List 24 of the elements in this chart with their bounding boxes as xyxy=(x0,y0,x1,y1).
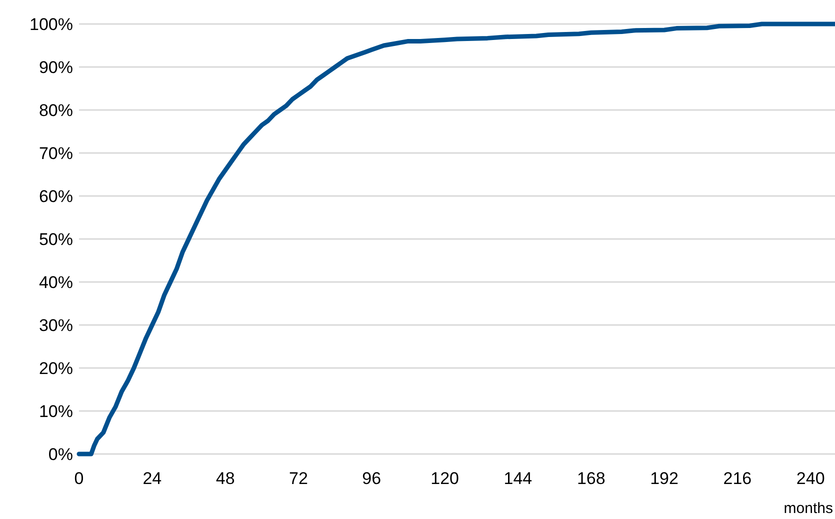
x-tick-label: 216 xyxy=(723,469,752,488)
x-tick-label: 72 xyxy=(289,469,308,488)
y-tick-label: 0% xyxy=(48,444,73,464)
x-tick-label: 48 xyxy=(216,469,235,488)
y-tick-label: 80% xyxy=(38,100,73,120)
x-tick-label: 24 xyxy=(142,469,162,488)
x-tick-label: 240 xyxy=(796,469,825,488)
line-series xyxy=(76,22,835,456)
y-tick-label: 20% xyxy=(38,358,73,378)
x-tick-label: 144 xyxy=(504,469,532,488)
x-tick-label: 168 xyxy=(576,469,606,488)
y-tick-label: 60% xyxy=(38,186,73,206)
y-tick-label: 100% xyxy=(30,14,73,34)
x-tick-label: 0 xyxy=(74,469,84,488)
x-tick-label: 120 xyxy=(430,469,459,488)
y-tick-label: 40% xyxy=(38,272,73,292)
y-tick-label: 90% xyxy=(38,58,73,77)
y-tick-label: 50% xyxy=(38,230,73,249)
y-tick-label: 30% xyxy=(38,316,73,335)
y-tick-label: 70% xyxy=(38,144,73,163)
x-tick-label: 192 xyxy=(650,469,678,488)
y-tick-label: 10% xyxy=(38,402,73,421)
x-tick-label: 96 xyxy=(362,469,382,488)
x-axis-title: months xyxy=(784,500,833,517)
